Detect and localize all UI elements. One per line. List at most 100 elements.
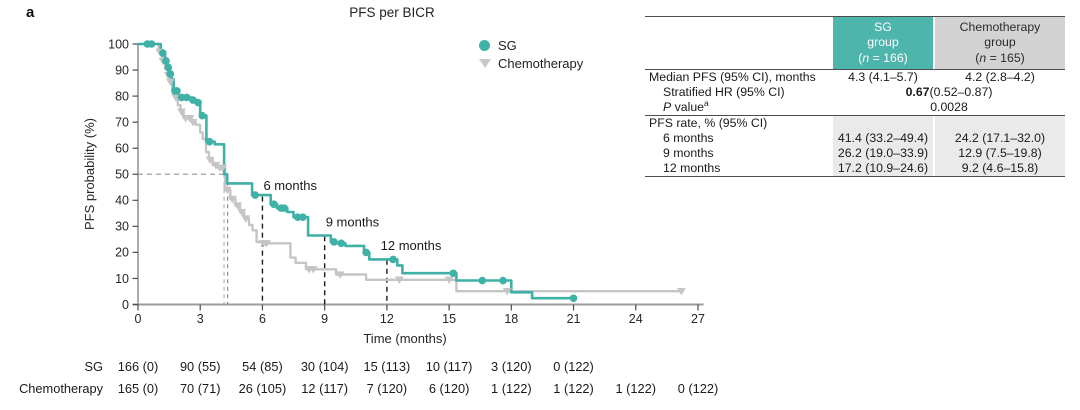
risk-value: 10 (117) [426,359,473,374]
table-bottom-rule [645,175,1065,177]
sg-circle-icon [477,39,492,51]
risk-value: 30 (104) [301,359,349,374]
hr-value: 0.67 (0.52–0.87) [905,85,993,99]
sg-censor-mark [330,238,338,246]
y-tick-label: 0 [122,298,129,312]
y-tick-label: 40 [115,194,129,208]
rate-12mo-sg: 17.2 (10.9–24.6) [837,161,929,175]
legend-item-chemotherapy: Chemotherapy [477,54,583,72]
pfs-rate-header-label: PFS rate, % (95% CI) [649,116,768,130]
x-tick-label: 15 [442,312,456,326]
stats-table: SG group (n = 166) Chemotherapy group (n… [645,16,1065,177]
x-tick-label: 21 [567,312,581,326]
sg-censor-mark [280,204,289,212]
panel-label: a [26,4,35,21]
annotation-6-months: 6 months [263,178,317,193]
sg-censor-mark [478,276,487,285]
y-tick-label: 50 [115,168,129,182]
y-tick-label: 90 [115,63,129,77]
chemotherapy-censor-mark [308,266,318,274]
risk-row-label: SG [85,359,104,374]
chemotherapy-censor-mark [185,115,195,123]
pfs-rate-chemo-column: 24.2 (17.1–32.0) 12.9 (7.5–19.8) 9.2 (4.… [935,115,1065,176]
risk-value: 0 (122) [678,381,719,396]
sg-censor-mark [299,213,307,222]
y-tick-label: 60 [115,142,129,156]
sg-censor-mark [205,137,214,146]
y-tick-label: 20 [115,246,129,260]
sg-censor-mark [362,248,370,257]
chemotherapy-censor-mark [211,161,221,170]
annotation-12-months: 12 months [381,238,442,253]
x-tick-label: 0 [135,312,142,326]
header-bottom-rule [645,68,1065,70]
y-tick-label: 100 [108,37,129,51]
chemotherapy-censor-mark [222,186,232,195]
pfs-rate-section: PFS rate, % (95% CI) 6 months 9 months 1… [645,115,1065,176]
sg-header-line2: group [867,35,899,49]
header-gap [933,17,935,69]
header-cell-chemotherapy: Chemotherapy group (n = 165) [935,17,1065,69]
annotation-9-months: 9 months [326,214,380,229]
sg-censor-mark [166,70,175,78]
p-value-row: P valuea 0.0028 [645,99,1065,115]
sg-censor-mark [159,49,167,57]
risk-value: 1 (122) [553,381,594,396]
chemotherapy-censor-mark [237,208,247,217]
header-spacer [645,17,833,69]
rate-6mo-label: 6 months [663,131,714,145]
x-tick-label: 12 [380,312,394,326]
risk-value: 1 (122) [491,381,532,396]
chemotherapy-censor-mark [676,288,686,296]
chemotherapy-censor-mark [177,108,187,116]
legend-item-sg: SG [477,36,583,54]
chemotherapy-censor-mark [188,118,198,127]
stats-table-header: SG group (n = 166) Chemotherapy group (n… [645,17,1065,69]
rate-12mo-label: 12 months [663,161,721,175]
sg-censor-mark [164,63,173,72]
rate-6mo-sg: 41.4 (33.2–49.4) [837,131,929,145]
median-pfs-label: Median PFS (95% CI), months [649,70,816,84]
sg-censor-mark [251,191,259,199]
risk-value: 70 (71) [180,381,221,396]
chemotherapy-censor-mark [218,164,228,172]
table-top-rule [645,16,1065,17]
header-cell-sg: SG group (n = 166) [833,17,933,69]
sg-censor-mark [270,200,278,209]
sg-censor-mark [569,294,578,303]
risk-value: 3 (120) [491,359,532,374]
chemo-header-line2: group [984,35,1016,49]
legend-label-chemotherapy: Chemotherapy [498,55,584,71]
median-pfs-row: Median PFS (95% CI), months 4.3 (4.1–5.7… [645,70,1065,85]
risk-value: 15 (113) [364,359,411,374]
sg-censor-mark [147,40,156,48]
risk-value: 1 (122) [615,381,656,396]
hr-row: Stratified HR (95% CI) 0.67 (0.52–0.87) [645,85,1065,100]
risk-value: 54 (85) [242,359,283,374]
pfs-rate-labels: PFS rate, % (95% CI) 6 months 9 months 1… [645,116,833,176]
sg-censor-mark [389,255,397,264]
x-tick-label: 27 [691,312,705,326]
chemo-header-line1: Chemotherapy [959,19,1041,34]
chemotherapy-censor-mark [502,288,512,296]
sg-curve [138,42,574,300]
risk-value: 6 (120) [429,381,470,396]
risk-value: 26 (105) [239,381,287,396]
sg-censor-mark [337,239,346,248]
x-tick-label: 18 [504,312,518,326]
sg-censor-mark [499,276,507,285]
chemotherapy-censor-mark [165,78,175,86]
y-tick-label: 80 [115,89,129,103]
chemotherapy-censor-mark [233,202,243,210]
chemotherapy-censor-mark [205,156,215,165]
sg-censor-mark [182,93,191,102]
risk-value: 7 (120) [367,381,408,396]
rate-9mo-chemo: 12.9 (7.5–19.8) [958,146,1042,160]
y-tick-label: 30 [115,220,129,234]
chemo-header-n: (n = 165) [975,50,1025,65]
sg-header-line1: SG [874,19,892,34]
sg-censor-mark [194,98,202,107]
sg-header-n: (n = 166) [858,50,908,65]
chemotherapy-censor-mark [262,240,272,248]
